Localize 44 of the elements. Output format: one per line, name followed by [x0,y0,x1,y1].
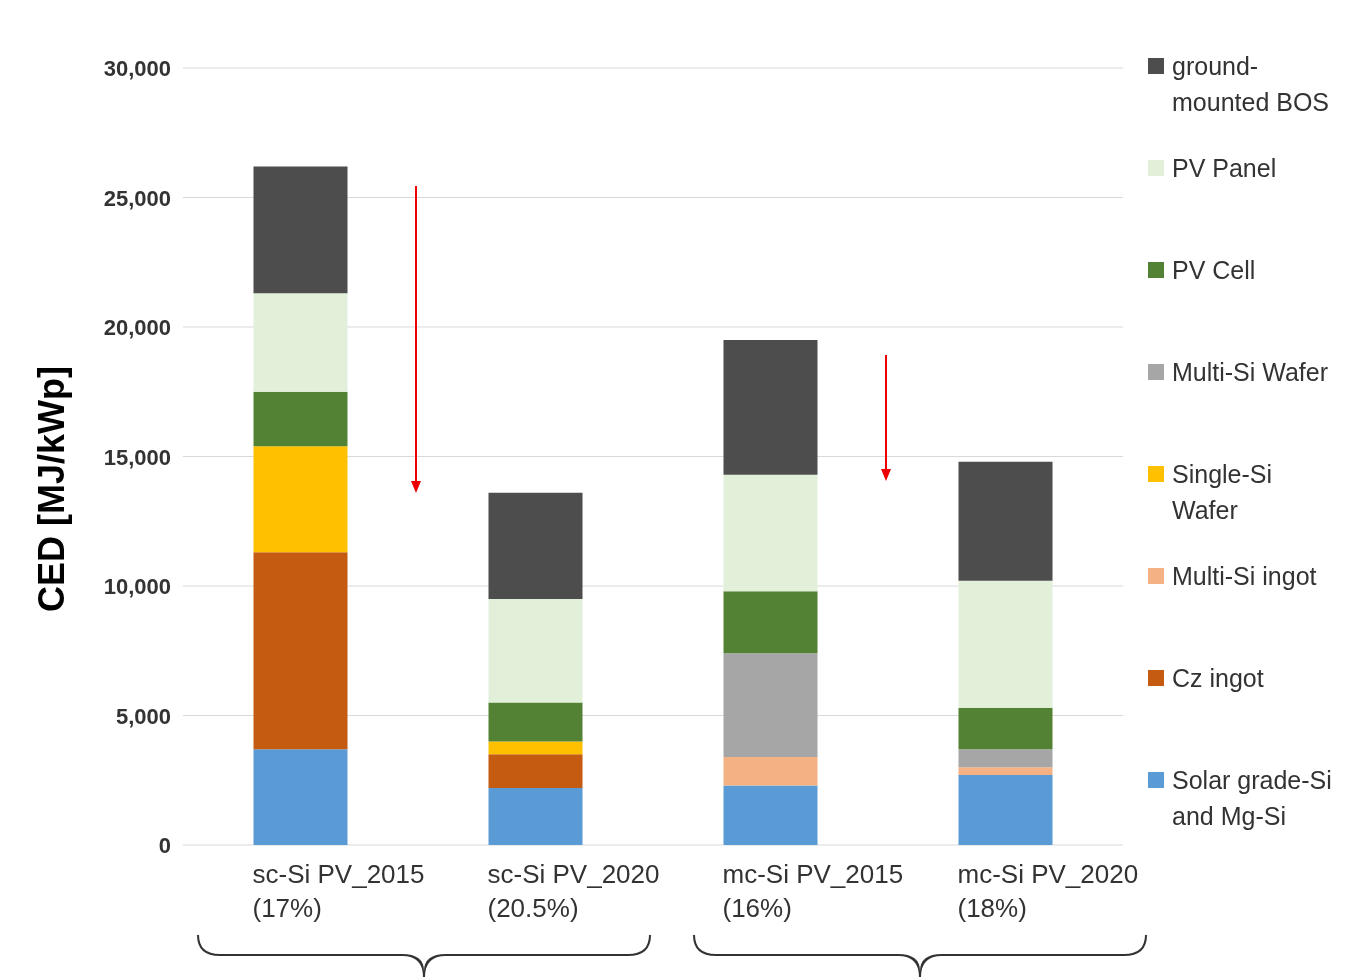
legend-label: Single-Si Wafer [1172,459,1274,526]
bar [723,785,818,845]
legend-label: Multi-Si Wafer [1172,357,1329,388]
y-tick-label: 5,000 [115,703,171,729]
bar [723,756,818,786]
bar [958,707,1053,750]
bar [488,741,583,755]
x-tick-label: sc-Si PV_2020 (20.5%) [487,859,660,923]
bar [253,749,348,845]
x-tick-label: mc-Si PV_2020 (18%) [957,859,1139,923]
bar [488,754,583,789]
bar [253,446,348,553]
bar [958,461,1053,581]
bar [723,339,818,475]
legend-label: Cz ingot [1172,663,1264,694]
y-tick-label: 10,000 [103,574,171,599]
y-tick-label: 20,000 [103,315,171,340]
x-tick-label: sc-Si PV_2015 (17%) [252,859,425,923]
bar [488,598,583,703]
bar [723,591,818,654]
y-tick-label: 25,000 [103,185,171,211]
legend-label: PV Panel [1172,153,1277,184]
legend-label: Multi-Si ingot [1172,561,1317,592]
legend-label: PV Cell [1172,255,1256,286]
bar [253,293,348,392]
bar [488,492,583,599]
x-tick-label: mc-Si PV_2015 (16%) [722,859,904,923]
bar [253,552,348,750]
bar [488,702,583,742]
legend-label: ground-mounted BOS [1172,51,1331,118]
bar [253,166,348,294]
legend-label: Solar grade-Si and Mg-Si [1172,765,1333,832]
bar [958,775,1053,845]
bar [253,391,348,447]
y-tick-label: 15,000 [103,444,171,470]
y-tick-label: 0 [158,833,171,858]
bar [723,653,818,757]
bar [723,474,818,592]
y-tick-label: 30,000 [103,56,171,81]
bar [958,580,1053,708]
y-axis-title: CED [MJ/kWp] [31,365,73,614]
bar [958,767,1053,776]
bar [958,749,1053,768]
bar [488,788,583,845]
